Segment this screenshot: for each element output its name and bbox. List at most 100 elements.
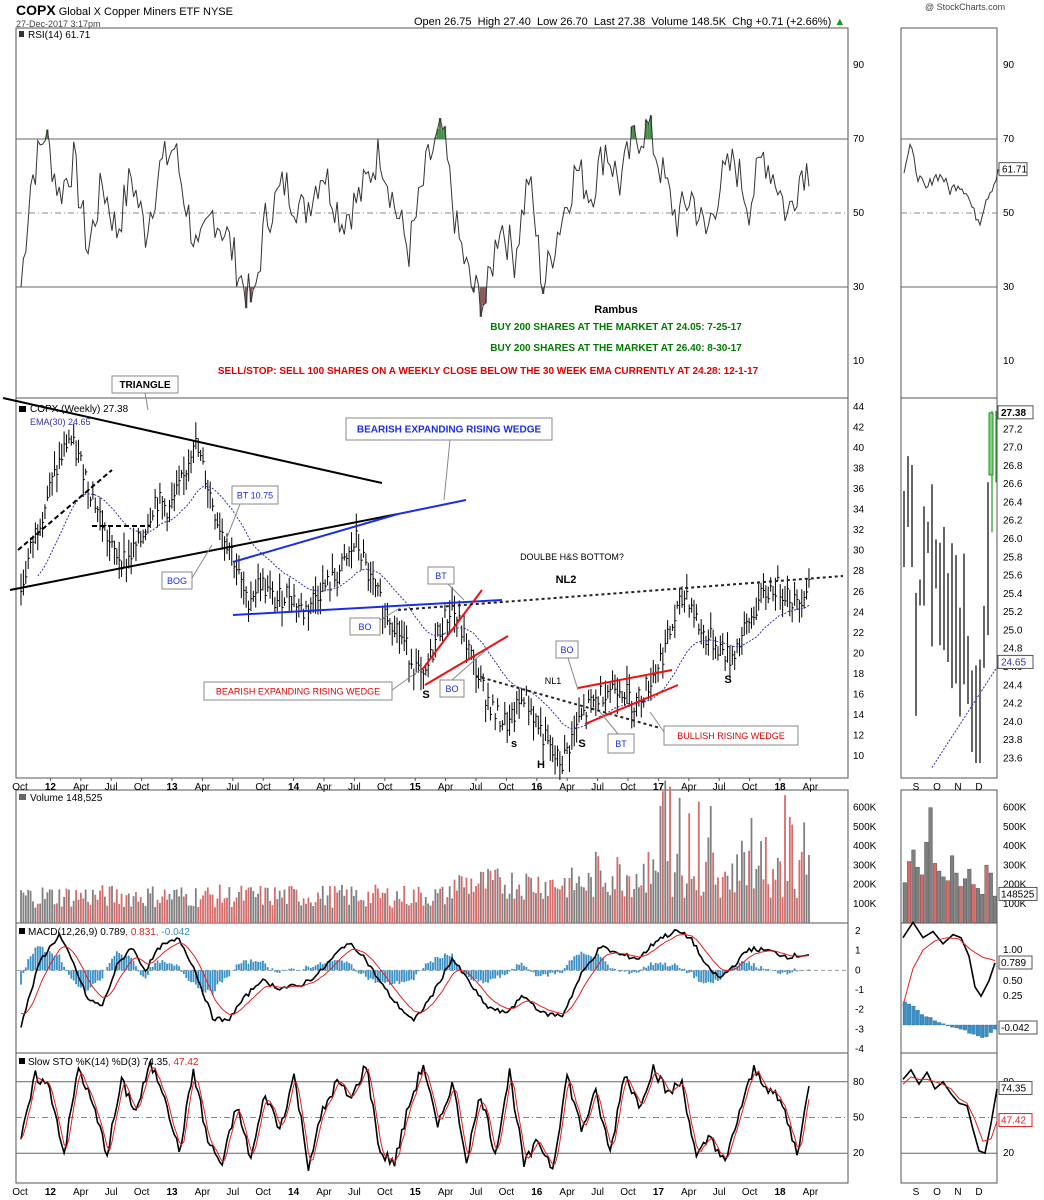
daily-volume-bar <box>950 855 955 924</box>
volume-bar <box>175 889 178 923</box>
rsi-overbought-fill <box>649 115 653 139</box>
volume-bar <box>82 898 85 923</box>
daily-x-axis-label: O <box>933 782 941 793</box>
daily-x-axis-label-bottom: S <box>913 1187 920 1198</box>
macd-histogram-bar <box>652 965 655 971</box>
macd-histogram-bar <box>204 970 207 993</box>
x-axis-label: 14 <box>288 782 300 793</box>
volume-bar <box>39 903 42 923</box>
daily-price-tick-label: 26.0 <box>1003 534 1023 545</box>
last-price-tag-box <box>997 405 1034 420</box>
daily-volume-bar <box>975 888 980 924</box>
volume-bar <box>94 894 97 923</box>
bearish-wedge-top-label-box <box>345 417 553 441</box>
volume-bar <box>441 886 444 923</box>
macd-histogram-bar <box>264 963 267 971</box>
macd-histogram-bar <box>664 962 667 971</box>
volume-bar <box>60 906 63 923</box>
sto-k-tag: 74.35 <box>1001 1084 1026 1095</box>
volume-bar <box>89 904 92 923</box>
volume-bar <box>120 893 123 923</box>
volume-bar <box>630 897 633 923</box>
macd-histogram-bar <box>712 970 715 983</box>
macd-tick-label: -1 <box>855 985 864 996</box>
macd-tick-label: 0 <box>855 965 861 976</box>
volume-bar <box>745 885 748 923</box>
macd-histogram-bar <box>489 970 492 980</box>
x-axis-label-bottom: Jul <box>713 1187 726 1198</box>
bearish-wedge-top-pointer <box>443 439 451 501</box>
daily-price-tick-label: 26.6 <box>1003 479 1023 490</box>
volume-bar <box>127 893 130 923</box>
volume-bar <box>242 900 245 923</box>
red-wedge-right-lower <box>584 684 679 725</box>
price-tick-label: 34 <box>853 505 865 516</box>
last-price-tag: 27.38 <box>1001 408 1026 419</box>
macd-histogram-bar <box>242 960 245 971</box>
volume-bar <box>563 878 566 923</box>
x-axis-label-bottom: Apr <box>316 1187 332 1198</box>
volume-bar <box>549 880 552 923</box>
price-tick-label: 30 <box>853 546 865 557</box>
macd-histogram-bar <box>455 964 458 971</box>
volume-bar <box>72 900 75 923</box>
macd-histogram-bar <box>345 961 348 971</box>
volume-bar <box>618 864 621 923</box>
macd-histogram-bar <box>94 970 97 984</box>
daily-volume-bar <box>915 867 920 924</box>
macd-histogram-bar <box>99 970 101 981</box>
volume-bar <box>170 899 173 923</box>
macd-histogram-bar <box>142 970 145 977</box>
rsi-side-tick-label: 70 <box>1003 134 1015 145</box>
volume-bar <box>338 890 341 923</box>
sto-legend-swatch <box>19 1058 25 1064</box>
macd-histogram-bar <box>649 962 652 971</box>
volume-bar <box>738 880 741 923</box>
x-axis-label-bottom: Jul <box>348 1187 361 1198</box>
macd-side-histogram-bar <box>915 1010 920 1026</box>
volume-legend: Volume 148,525 <box>30 793 103 804</box>
volume-bar <box>75 890 77 923</box>
macd-histogram-bar <box>391 970 394 985</box>
triangle-upper-line <box>2 397 383 484</box>
sto-side-tick-label: 20 <box>1003 1148 1015 1159</box>
x-axis-label-bottom: Oct <box>499 1187 515 1198</box>
macd-tick-label: -3 <box>855 1024 864 1035</box>
volume-bar <box>688 813 691 923</box>
macd-histogram-bar <box>364 970 367 977</box>
macd-histogram-bar <box>556 970 559 972</box>
volume-bar <box>235 897 238 923</box>
macd-histogram-bar <box>740 961 743 971</box>
volume-bar <box>99 890 101 923</box>
bo-label-3-box <box>555 640 579 659</box>
macd-histogram-bar <box>479 970 482 981</box>
macd-histogram-bar <box>329 961 331 971</box>
high-label: High <box>477 16 501 28</box>
macd-histogram-bar <box>309 967 312 971</box>
macd-histogram-bar <box>647 965 650 971</box>
volume-bar <box>714 884 717 923</box>
volume-bar <box>331 907 334 923</box>
macd-histogram-bar <box>535 970 537 977</box>
rsi-legend-swatch <box>19 31 24 37</box>
macd-histogram-bar <box>764 969 767 971</box>
macd-histogram-bar <box>503 970 506 976</box>
volume-bar <box>772 869 774 923</box>
macd-histogram-bar <box>525 966 528 971</box>
volume-bar <box>764 836 767 923</box>
macd-histogram-bar <box>305 965 307 971</box>
header-datetime: 27-Dec-2017 3:17pm <box>16 19 101 29</box>
macd-histogram-bar <box>39 946 42 971</box>
macd-histogram-bar <box>721 970 724 977</box>
rsi-side-tick-label: 50 <box>1003 208 1015 219</box>
macd-histogram-bar <box>808 969 810 971</box>
macd-legend-part: MACD(12,26,9) <box>28 927 97 938</box>
shoulder-label-4: S <box>724 674 731 686</box>
macd-histogram-bar <box>252 961 255 971</box>
volume-bar <box>496 868 499 923</box>
red-wedge-right-upper <box>577 669 673 689</box>
volume-bar <box>657 872 659 923</box>
volume-bar <box>314 902 317 923</box>
volume-bar <box>51 889 54 923</box>
macd-histogram-bar <box>781 970 784 973</box>
